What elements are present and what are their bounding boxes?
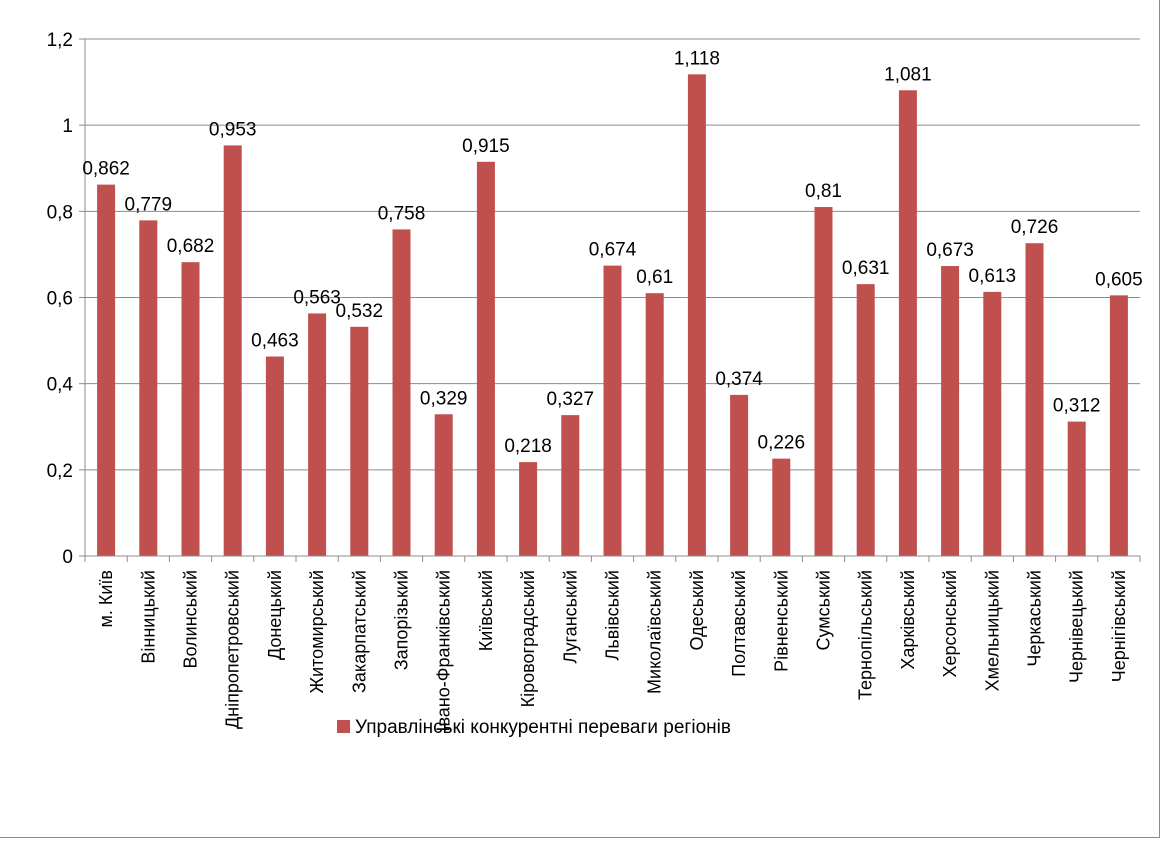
x-tick-label: Полтавський [729,570,749,677]
x-tick-label: Львівський [603,570,623,660]
data-label: 0,312 [1053,396,1101,417]
data-label: 0,682 [167,236,215,257]
bar [983,291,1002,556]
legend: Управлінські конкурентні переваги регіон… [337,717,731,738]
x-tick-label: Вінницький [138,570,158,664]
data-label: 0,563 [293,287,341,308]
y-axis: 0 0,2 0,4 0,6 0,8 1 1,2 [47,30,86,568]
x-tick-label: Івано-Франківський [434,570,454,732]
legend-label: Управлінські конкурентні переваги регіон… [355,717,731,738]
data-label: 1,081 [884,64,932,85]
data-label: 0,226 [758,433,806,454]
y-tick-label: 0 [62,547,73,568]
data-label: 0,329 [420,388,468,409]
x-tick-label: Сумський [814,570,834,651]
data-label: 0,218 [504,436,552,457]
data-label: 0,631 [842,258,890,279]
bar [139,220,158,556]
x-tick-label: Запорізький [392,570,412,670]
data-label: 0,374 [715,369,763,390]
bar [350,326,369,556]
y-tick-label: 0,6 [47,289,73,310]
data-label: 0,613 [969,266,1017,287]
bar [687,74,706,556]
bar [772,458,791,556]
data-label: 0,674 [589,240,637,261]
data-label: 1,118 [674,48,720,69]
x-tick-label: Тернопільський [856,570,876,700]
y-tick-label: 0,8 [47,202,73,223]
bar [814,207,833,556]
y-tick-label: 0,2 [47,461,73,482]
data-label: 0,758 [378,203,426,224]
bar [476,161,495,556]
bar [1067,421,1086,556]
bar [603,265,622,556]
data-label: 0,605 [1095,269,1143,290]
legend-swatch [337,720,350,733]
y-tick-label: 1,2 [47,30,73,51]
x-tick-label: Чернівецький [1067,570,1087,683]
bar [434,414,453,556]
bar [645,293,664,556]
data-label: 0,327 [547,389,595,410]
x-tick-label: м. Київ [96,570,116,627]
x-tick-label: Волинський [181,570,201,668]
x-tick-label: Черкаський [1025,570,1045,667]
data-label: 0,953 [209,119,257,140]
data-label: 0,726 [1011,217,1059,238]
bar [392,229,411,556]
data-label: 0,81 [805,181,842,202]
x-tick-label: Житомирський [307,570,327,694]
bar [941,266,960,556]
bar [308,313,327,556]
data-label: 0,779 [125,194,173,215]
bar [730,394,749,556]
data-label: 0,532 [336,301,384,322]
x-tick-label: Чернігівський [1109,570,1129,682]
x-tick-label: Рівненський [771,570,791,672]
data-label: 0,61 [636,267,673,288]
data-label: 0,463 [251,331,299,352]
bar [1025,243,1044,556]
x-tick-label: Одеський [687,570,707,650]
bar [856,284,875,556]
y-tick-label: 0,4 [47,375,74,396]
bar [265,356,284,556]
y-tick-label: 1 [62,116,73,137]
bar [898,90,917,556]
data-label: 0,862 [82,159,130,180]
x-tick-label: Луганський [560,570,580,664]
bar [97,184,116,556]
x-tick-label: Дніпропетровський [223,570,243,729]
x-tick-label: Хмельницький [982,570,1002,691]
x-tick-label: Закарпатський [349,570,369,693]
x-tick-label: Кіровоградський [518,570,538,707]
bar [223,145,242,556]
bar [1109,295,1128,556]
x-tick-label: Донецький [265,570,285,660]
x-tick-label: Херсонський [940,570,960,678]
x-tick-label: Київський [476,570,496,651]
x-tick-label: Харківський [898,570,918,670]
data-label: 0,673 [926,240,974,261]
bar [181,262,200,556]
bar [519,462,538,556]
bar [561,415,580,556]
data-label: 0,915 [462,136,510,157]
x-tick-label: Миколаївський [645,570,665,694]
x-axis: м. Київ Вінницький Волинський Дніпропетровс… [84,555,1141,732]
bars [97,74,1128,556]
